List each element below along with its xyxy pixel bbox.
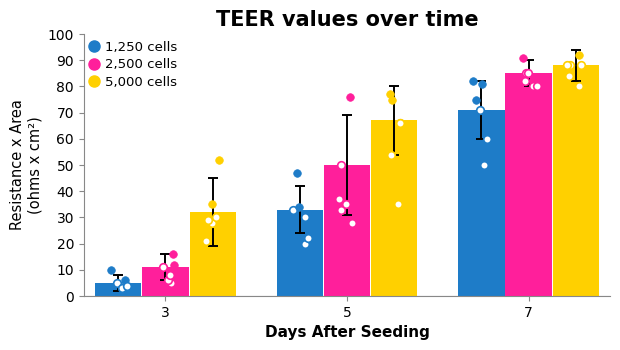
- Point: [122, 283, 132, 288]
- Point: [523, 71, 533, 76]
- Point: [347, 220, 357, 225]
- Point: [334, 196, 343, 202]
- Y-axis label: Resistance x Area
(ohms x cm²): Resistance x Area (ohms x cm²): [10, 100, 42, 230]
- Bar: [190, 212, 236, 296]
- Point: [337, 207, 347, 212]
- Point: [386, 152, 396, 158]
- Point: [169, 262, 179, 267]
- Point: [167, 251, 177, 257]
- Point: [342, 202, 352, 207]
- Bar: [324, 165, 370, 296]
- Bar: [458, 110, 505, 296]
- Point: [203, 217, 213, 223]
- Point: [521, 71, 531, 76]
- Point: [163, 278, 173, 283]
- Bar: [505, 74, 552, 296]
- Title: TEER values over time: TEER values over time: [216, 10, 479, 30]
- Point: [120, 278, 130, 283]
- X-axis label: Days After Seeding: Days After Seeding: [265, 325, 430, 340]
- Point: [388, 97, 397, 102]
- Point: [476, 107, 485, 113]
- Point: [520, 78, 530, 84]
- Point: [576, 63, 586, 68]
- Legend: 1,250 cells, 2,500 cells, 5,000 cells: 1,250 cells, 2,500 cells, 5,000 cells: [88, 38, 180, 92]
- Bar: [277, 210, 323, 296]
- Point: [336, 162, 346, 168]
- Point: [345, 94, 355, 100]
- Point: [300, 215, 310, 220]
- Point: [482, 136, 492, 142]
- Point: [393, 202, 403, 207]
- Point: [469, 78, 479, 84]
- Point: [201, 238, 211, 244]
- Point: [211, 215, 221, 220]
- Point: [396, 120, 405, 126]
- Point: [118, 283, 128, 288]
- Point: [532, 84, 542, 89]
- Point: [288, 207, 298, 212]
- Point: [303, 236, 312, 241]
- Point: [518, 55, 528, 61]
- Point: [206, 202, 216, 207]
- Point: [528, 84, 538, 89]
- Point: [293, 170, 303, 176]
- Point: [214, 157, 224, 163]
- Point: [395, 120, 405, 126]
- Bar: [371, 120, 417, 296]
- Point: [477, 81, 487, 86]
- Point: [207, 220, 217, 225]
- Bar: [95, 283, 141, 296]
- Point: [166, 280, 176, 286]
- Point: [564, 73, 574, 79]
- Point: [299, 241, 309, 246]
- Point: [479, 162, 489, 168]
- Point: [386, 91, 396, 97]
- Point: [574, 52, 584, 58]
- Bar: [143, 267, 188, 296]
- Point: [106, 267, 116, 273]
- Point: [471, 97, 481, 102]
- Point: [165, 272, 175, 278]
- Point: [562, 63, 572, 68]
- Point: [574, 84, 584, 89]
- Point: [294, 204, 304, 210]
- Point: [565, 63, 575, 68]
- Bar: [552, 65, 599, 296]
- Point: [112, 280, 122, 286]
- Point: [158, 264, 168, 270]
- Point: [117, 285, 127, 291]
